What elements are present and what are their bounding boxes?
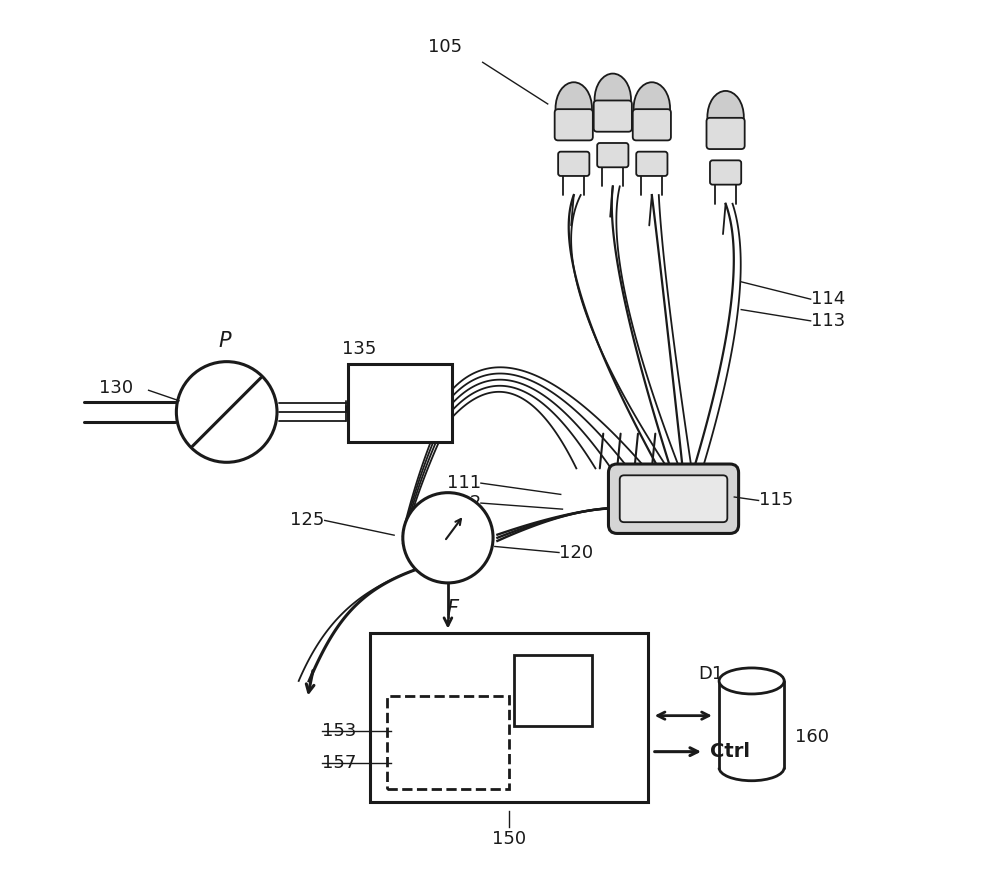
Text: 120: 120 xyxy=(559,543,593,562)
Bar xyxy=(348,364,452,442)
FancyBboxPatch shape xyxy=(558,152,589,176)
Ellipse shape xyxy=(707,91,744,143)
Text: 135: 135 xyxy=(342,340,377,358)
Bar xyxy=(387,696,509,789)
FancyBboxPatch shape xyxy=(597,143,628,167)
Circle shape xyxy=(403,492,493,583)
Bar xyxy=(370,633,648,802)
Text: 150: 150 xyxy=(492,830,526,848)
Text: 130: 130 xyxy=(99,378,134,397)
FancyBboxPatch shape xyxy=(633,110,671,140)
Text: 157: 157 xyxy=(322,754,357,772)
Ellipse shape xyxy=(556,82,592,134)
Text: 112: 112 xyxy=(447,494,481,512)
Text: 160: 160 xyxy=(795,728,829,746)
Text: 115: 115 xyxy=(759,491,793,510)
Ellipse shape xyxy=(634,82,670,134)
FancyBboxPatch shape xyxy=(555,110,593,140)
Text: 105: 105 xyxy=(428,39,462,56)
Text: 114: 114 xyxy=(811,290,845,308)
Bar xyxy=(514,655,592,726)
Text: P: P xyxy=(219,331,231,351)
Text: Ctrl: Ctrl xyxy=(710,742,750,761)
FancyBboxPatch shape xyxy=(594,101,632,131)
Ellipse shape xyxy=(595,74,631,125)
Text: 111: 111 xyxy=(447,474,481,492)
Text: 155: 155 xyxy=(466,647,500,666)
FancyBboxPatch shape xyxy=(710,160,741,185)
Text: D1: D1 xyxy=(698,665,723,682)
Text: 153: 153 xyxy=(322,722,357,740)
Text: F: F xyxy=(446,598,458,618)
FancyBboxPatch shape xyxy=(636,152,667,176)
FancyBboxPatch shape xyxy=(707,118,745,149)
Text: 113: 113 xyxy=(811,312,845,330)
FancyBboxPatch shape xyxy=(608,464,739,533)
Bar xyxy=(719,681,784,767)
Text: 125: 125 xyxy=(290,512,325,529)
FancyBboxPatch shape xyxy=(620,476,727,522)
Ellipse shape xyxy=(719,668,784,694)
